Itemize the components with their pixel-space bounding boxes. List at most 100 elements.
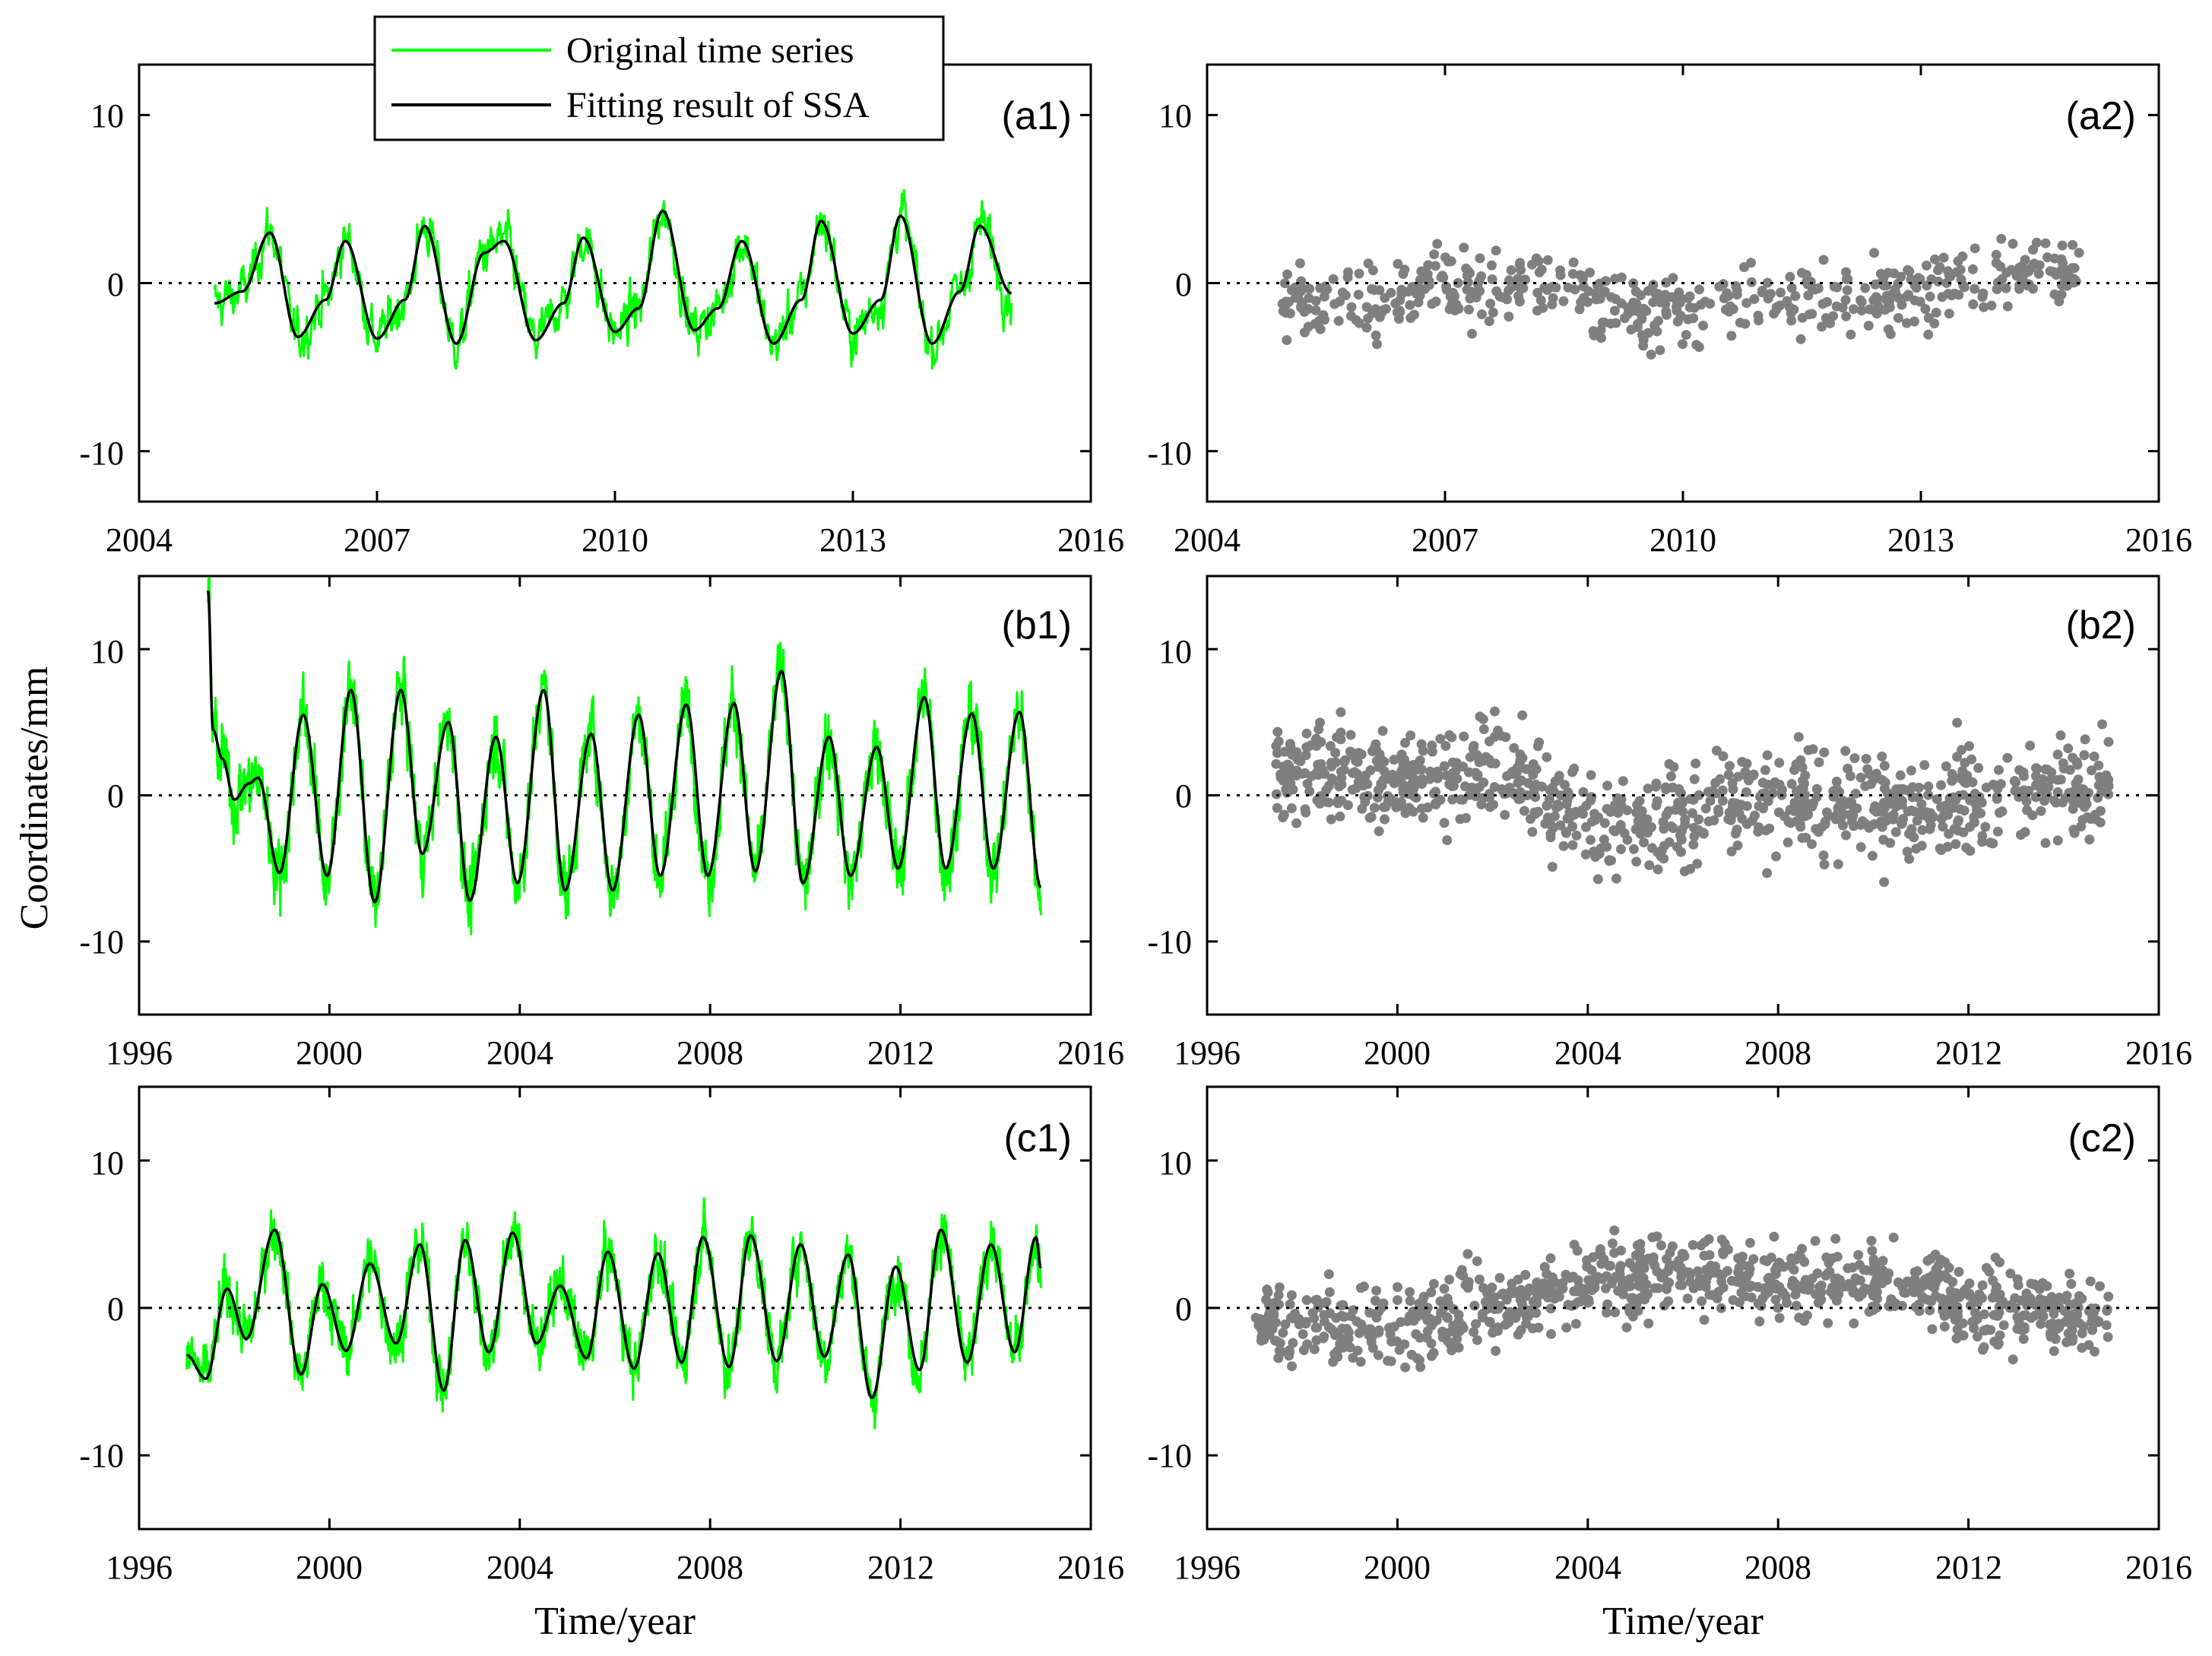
b2-residual-point: [1306, 771, 1317, 781]
b2-residual-point: [1664, 758, 1675, 769]
a2-residual-point: [1681, 330, 1691, 340]
a2-residual-point: [1871, 309, 1882, 319]
a2-residual-point: [1970, 283, 1980, 294]
b2-residual-point: [1659, 853, 1669, 864]
c2-residual-point: [1997, 1297, 2008, 1306]
b2-residual-point: [1408, 760, 1418, 770]
a2-residual-point: [2019, 277, 2030, 287]
b2-residual-point: [1447, 768, 1458, 778]
legend-label-fit: Fitting result of SSA: [566, 85, 870, 125]
c2-residual-point: [1726, 1275, 1737, 1286]
a2-residual-point: [1641, 306, 1652, 316]
c2-residual-point: [1532, 1298, 1542, 1309]
a2-residual-point: [1863, 321, 1874, 331]
c2-residual-point: [1982, 1324, 1992, 1335]
a2-residual-point: [1558, 296, 1569, 306]
b2-residual-point: [1797, 833, 1808, 844]
a2-residual-point: [1333, 315, 1344, 326]
a2-residual-point: [1374, 285, 1385, 296]
b2-residual-point: [1640, 819, 1650, 830]
c2-residual-point: [1531, 1308, 1542, 1319]
b1-xtick-label: 2012: [867, 1034, 934, 1072]
a2-residual-point: [1361, 322, 1372, 333]
a2-residual-point: [1817, 299, 1828, 309]
a2-residual-point: [2069, 263, 2080, 274]
c2-residual-point: [2021, 1288, 2032, 1299]
c2-residual-point: [1472, 1256, 1482, 1266]
b2-residual-point: [2069, 828, 2080, 838]
b2-residual-point: [1907, 792, 1918, 803]
b2-residual-point: [1547, 862, 1558, 872]
b2-residual-point: [1618, 776, 1628, 787]
a2-residual-point: [1403, 287, 1414, 297]
b2-residual-point: [1301, 742, 1312, 752]
c2-xtick-label: 2004: [1554, 1549, 1621, 1586]
a2-residual-point: [1609, 306, 1620, 316]
b2-residual-point: [1760, 825, 1771, 836]
c2-series: [1250, 1225, 2114, 1373]
a1-ytick-label: -10: [79, 435, 124, 472]
b2-residual-point: [1444, 730, 1455, 740]
b2-residual-point: [1459, 731, 1469, 742]
b2-residual-point: [1499, 789, 1510, 800]
a2-residual-point: [1310, 305, 1321, 315]
a1-xtick-label: 2007: [344, 521, 410, 559]
a2-residual-point: [1776, 287, 1786, 298]
b2-residual-point: [1501, 732, 1511, 743]
b2-residual-point: [1838, 820, 1848, 831]
b2-residual-point: [2079, 750, 2090, 761]
b2-residual-point: [1992, 791, 2002, 802]
b2-residual-point: [1726, 846, 1737, 856]
c2-residual-point: [1656, 1240, 1666, 1251]
a2-xtick-label: 2010: [1649, 521, 1716, 559]
b2-residual-point: [2002, 752, 2013, 763]
c2-residual-point: [1977, 1280, 1988, 1290]
b2-residual-point: [1326, 814, 1336, 825]
b2-residual-point: [1879, 784, 1890, 793]
a2-residual-point: [1953, 256, 1963, 267]
c2-residual-point: [1773, 1303, 1783, 1313]
b2-residual-point: [1791, 816, 1802, 827]
b2-residual-point: [1400, 808, 1411, 819]
b2-residual-point: [1544, 816, 1554, 827]
b2-residual-point: [1895, 770, 1906, 781]
legend-label-original: Original time series: [566, 30, 854, 71]
b2-residual-point: [1890, 827, 1901, 837]
c2-ytick-label: 0: [1175, 1290, 1192, 1328]
a2-residual-point: [2006, 264, 2017, 275]
a2-ytick-label: 10: [1158, 97, 1192, 135]
c2-residual-point: [1849, 1318, 1859, 1328]
a2-residual-point: [1684, 291, 1695, 302]
a2-residual-point: [1491, 245, 1501, 256]
b2-residual-point: [2081, 799, 2092, 809]
a2-residual-point: [1842, 285, 1852, 296]
b2-residual-point: [1732, 840, 1743, 850]
c2-residual-point: [2046, 1331, 2056, 1342]
a1-original-series-line: [213, 188, 1013, 370]
b2-residual-point: [1903, 806, 1913, 817]
b2-residual-point: [1717, 796, 1728, 806]
a2-residual-point: [1732, 285, 1742, 296]
b2-residual-point: [1561, 827, 1571, 837]
b2-residual-point: [1304, 786, 1315, 796]
b2-residual-point: [1393, 771, 1403, 782]
a2-residual-point: [1516, 264, 1526, 275]
a2-residual-point: [1295, 258, 1305, 268]
c2-residual-point: [1929, 1282, 1940, 1293]
a2-residual-point: [1762, 277, 1773, 288]
b2-residual-point: [1659, 841, 1669, 851]
b2-residual-point: [2040, 837, 2051, 848]
b2-residual-point: [1783, 816, 1794, 827]
b2-residual-point: [1635, 828, 1646, 839]
b1-original-series-line: [207, 576, 1042, 936]
c2-residual-point: [2008, 1354, 2018, 1365]
b2-residual-point: [1644, 860, 1655, 870]
b2-xtick-label: 1996: [1174, 1034, 1241, 1072]
a2-residual-point: [1785, 271, 1795, 282]
c2-residual-point: [1371, 1285, 1382, 1296]
b2-residual-point: [1985, 837, 1995, 848]
a2-residual-point: [1518, 283, 1529, 293]
c2-residual-point: [1722, 1265, 1732, 1276]
b2-residual-point: [1351, 755, 1361, 766]
a2-residual-point: [1475, 253, 1485, 264]
